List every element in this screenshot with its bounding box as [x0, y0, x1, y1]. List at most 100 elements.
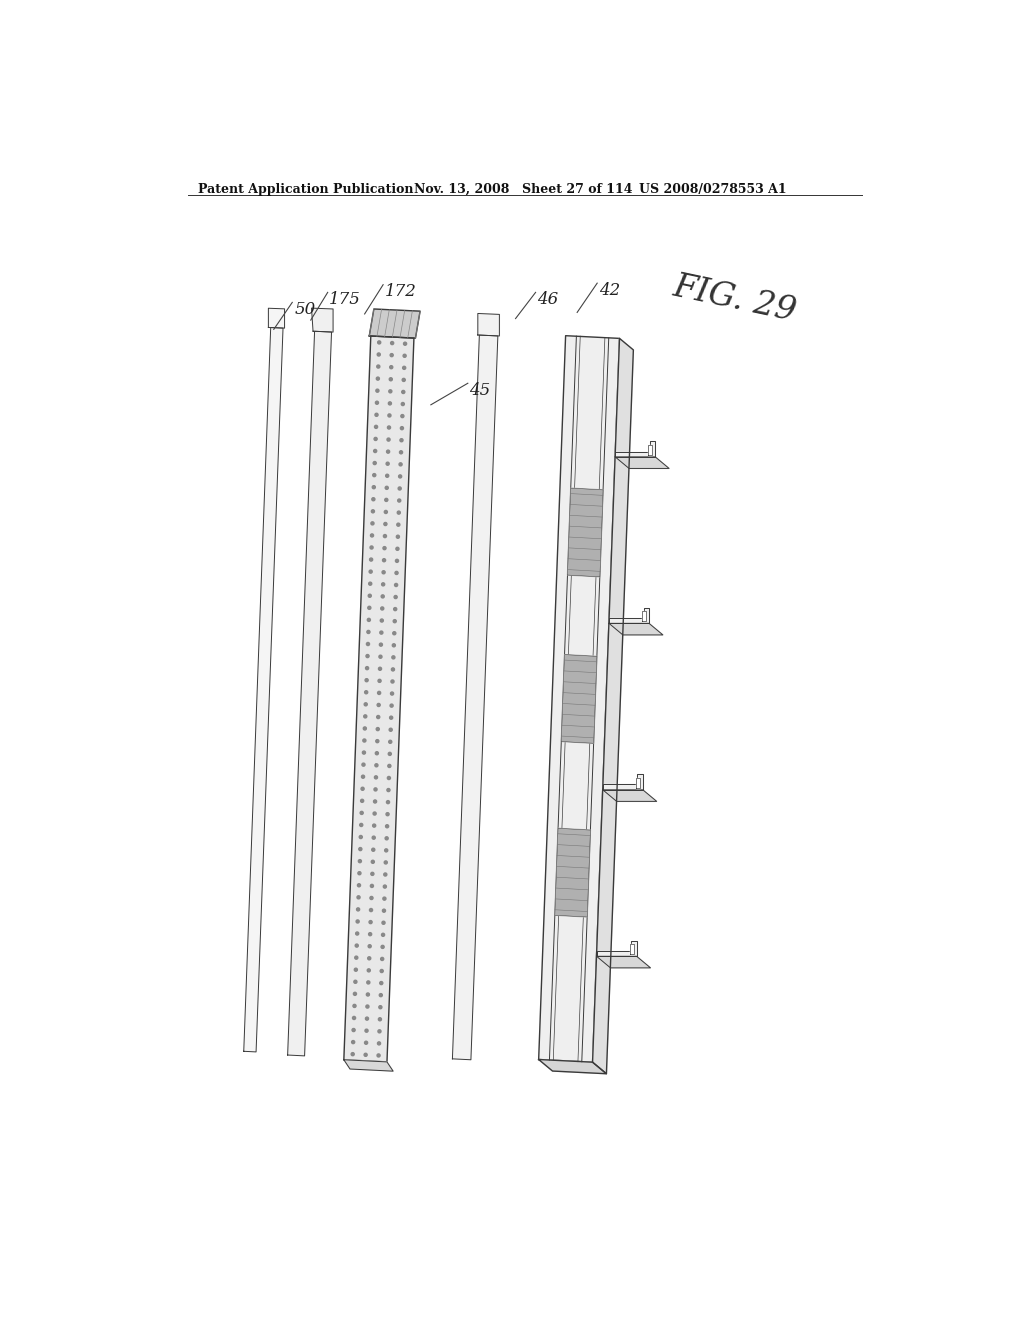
Circle shape	[361, 775, 365, 779]
Circle shape	[401, 391, 404, 393]
Circle shape	[368, 606, 371, 610]
Text: 42: 42	[599, 281, 620, 298]
Circle shape	[378, 692, 381, 694]
Circle shape	[358, 859, 361, 863]
Circle shape	[356, 908, 359, 911]
Circle shape	[399, 463, 402, 466]
Circle shape	[366, 1005, 369, 1008]
Circle shape	[368, 618, 371, 622]
Circle shape	[393, 607, 396, 611]
Circle shape	[367, 643, 370, 645]
Circle shape	[382, 921, 385, 924]
Polygon shape	[609, 623, 663, 635]
Circle shape	[371, 533, 374, 537]
Circle shape	[383, 558, 386, 562]
Circle shape	[376, 389, 379, 392]
Circle shape	[368, 957, 371, 960]
Circle shape	[378, 341, 381, 345]
Polygon shape	[615, 441, 655, 457]
Circle shape	[378, 1030, 381, 1032]
Circle shape	[352, 1028, 355, 1031]
Circle shape	[370, 558, 373, 561]
Circle shape	[365, 1041, 368, 1044]
Circle shape	[353, 1005, 356, 1007]
Circle shape	[394, 583, 397, 586]
Circle shape	[374, 437, 377, 441]
Polygon shape	[370, 309, 420, 338]
Circle shape	[373, 474, 376, 477]
Circle shape	[371, 873, 374, 875]
Circle shape	[380, 969, 383, 973]
Circle shape	[380, 982, 383, 985]
Circle shape	[382, 933, 385, 936]
Polygon shape	[453, 335, 498, 1060]
Polygon shape	[593, 338, 634, 1073]
Circle shape	[371, 884, 374, 887]
Circle shape	[384, 523, 387, 525]
Circle shape	[367, 631, 370, 634]
Circle shape	[372, 498, 375, 500]
Circle shape	[379, 1006, 382, 1008]
Circle shape	[383, 546, 386, 549]
Polygon shape	[344, 1060, 393, 1071]
Circle shape	[376, 378, 379, 380]
Circle shape	[369, 594, 372, 597]
Circle shape	[362, 739, 366, 742]
Circle shape	[372, 849, 375, 851]
Circle shape	[386, 825, 389, 828]
Circle shape	[385, 849, 388, 851]
Circle shape	[358, 847, 361, 850]
Circle shape	[369, 582, 372, 585]
Circle shape	[390, 366, 393, 368]
Circle shape	[386, 801, 389, 804]
Circle shape	[401, 403, 404, 405]
Text: 50: 50	[295, 301, 315, 318]
Circle shape	[396, 523, 400, 527]
Circle shape	[385, 837, 388, 840]
Polygon shape	[630, 944, 634, 954]
Circle shape	[373, 462, 376, 465]
Circle shape	[368, 969, 371, 972]
Polygon shape	[561, 655, 597, 743]
Circle shape	[396, 548, 399, 550]
Circle shape	[354, 968, 357, 972]
Circle shape	[360, 800, 364, 803]
Circle shape	[351, 1052, 354, 1056]
Circle shape	[389, 717, 392, 719]
Circle shape	[355, 932, 358, 935]
Circle shape	[365, 1053, 368, 1056]
Text: FIG. 29: FIG. 29	[670, 271, 799, 327]
Circle shape	[396, 535, 399, 539]
Circle shape	[393, 619, 396, 623]
Text: US 2008/0278553 A1: US 2008/0278553 A1	[639, 183, 786, 197]
Circle shape	[381, 607, 384, 610]
Circle shape	[357, 896, 360, 899]
Circle shape	[361, 787, 365, 791]
Circle shape	[391, 680, 394, 682]
Polygon shape	[597, 956, 650, 968]
Circle shape	[372, 510, 375, 513]
Circle shape	[365, 690, 368, 694]
Circle shape	[374, 788, 377, 791]
Circle shape	[366, 1018, 369, 1020]
Circle shape	[395, 572, 398, 574]
Circle shape	[361, 763, 365, 766]
Text: Patent Application Publication: Patent Application Publication	[199, 183, 414, 197]
Circle shape	[373, 486, 376, 488]
Polygon shape	[478, 313, 500, 337]
Circle shape	[377, 1053, 380, 1057]
Circle shape	[389, 378, 392, 380]
Circle shape	[366, 678, 369, 681]
Circle shape	[384, 511, 387, 513]
Circle shape	[385, 486, 388, 490]
Circle shape	[369, 933, 372, 936]
Circle shape	[354, 956, 357, 960]
Circle shape	[377, 366, 380, 368]
Circle shape	[387, 788, 390, 792]
Circle shape	[375, 776, 378, 779]
Circle shape	[392, 644, 395, 647]
Polygon shape	[648, 445, 652, 454]
Circle shape	[376, 739, 379, 743]
Text: Nov. 13, 2008: Nov. 13, 2008	[414, 183, 509, 197]
Polygon shape	[268, 309, 285, 329]
